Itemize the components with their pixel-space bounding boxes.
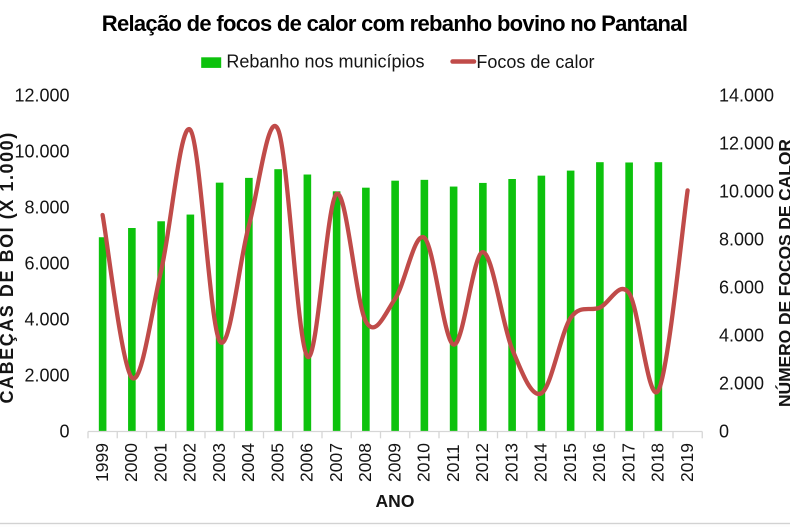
svg-text:10.000: 10.000 <box>14 141 69 161</box>
svg-text:2009: 2009 <box>384 443 404 482</box>
svg-text:8.000: 8.000 <box>719 229 764 249</box>
svg-text:12.000: 12.000 <box>14 85 69 105</box>
svg-text:14.000: 14.000 <box>719 85 774 105</box>
svg-text:1999: 1999 <box>92 443 112 482</box>
svg-text:2017: 2017 <box>618 443 638 482</box>
svg-text:2008: 2008 <box>355 443 375 482</box>
svg-text:12.000: 12.000 <box>719 133 774 153</box>
svg-text:2003: 2003 <box>209 443 229 482</box>
svg-text:8.000: 8.000 <box>24 197 69 217</box>
svg-text:10.000: 10.000 <box>719 181 774 201</box>
svg-text:2007: 2007 <box>326 443 346 482</box>
svg-text:Focos de calor: Focos de calor <box>476 52 594 72</box>
svg-text:CABEÇAS DE BOI (X 1.000): CABEÇAS DE BOI (X 1.000) <box>0 131 17 403</box>
svg-text:2010: 2010 <box>414 443 434 482</box>
svg-text:2015: 2015 <box>560 443 580 482</box>
svg-text:2002: 2002 <box>180 443 200 482</box>
svg-text:2001: 2001 <box>150 443 170 482</box>
svg-text:Rebanho nos municípios: Rebanho nos municípios <box>226 52 424 72</box>
svg-text:ANO: ANO <box>376 491 415 511</box>
svg-text:2006: 2006 <box>297 443 317 482</box>
svg-text:4.000: 4.000 <box>719 325 764 345</box>
svg-text:2013: 2013 <box>501 443 521 482</box>
svg-text:2000: 2000 <box>121 443 141 482</box>
svg-text:2016: 2016 <box>589 443 609 482</box>
svg-text:2018: 2018 <box>648 443 668 482</box>
svg-text:2012: 2012 <box>472 443 492 482</box>
svg-text:Relação de focos de calor com: Relação de focos de calor com rebanho bo… <box>102 11 688 36</box>
svg-text:2014: 2014 <box>531 443 551 482</box>
svg-text:4.000: 4.000 <box>24 309 69 329</box>
svg-text:0: 0 <box>59 421 69 441</box>
svg-text:2.000: 2.000 <box>24 365 69 385</box>
svg-text:0: 0 <box>719 421 729 441</box>
svg-text:2005: 2005 <box>267 443 287 482</box>
svg-text:6.000: 6.000 <box>24 253 69 273</box>
svg-text:6.000: 6.000 <box>719 277 764 297</box>
svg-text:2011: 2011 <box>443 444 463 482</box>
svg-text:2.000: 2.000 <box>719 373 764 393</box>
svg-text:2019: 2019 <box>677 443 697 482</box>
svg-text:NÚMERO DE FOCOS DE CALOR: NÚMERO DE FOCOS DE CALOR <box>774 139 790 407</box>
svg-text:2004: 2004 <box>238 443 258 482</box>
